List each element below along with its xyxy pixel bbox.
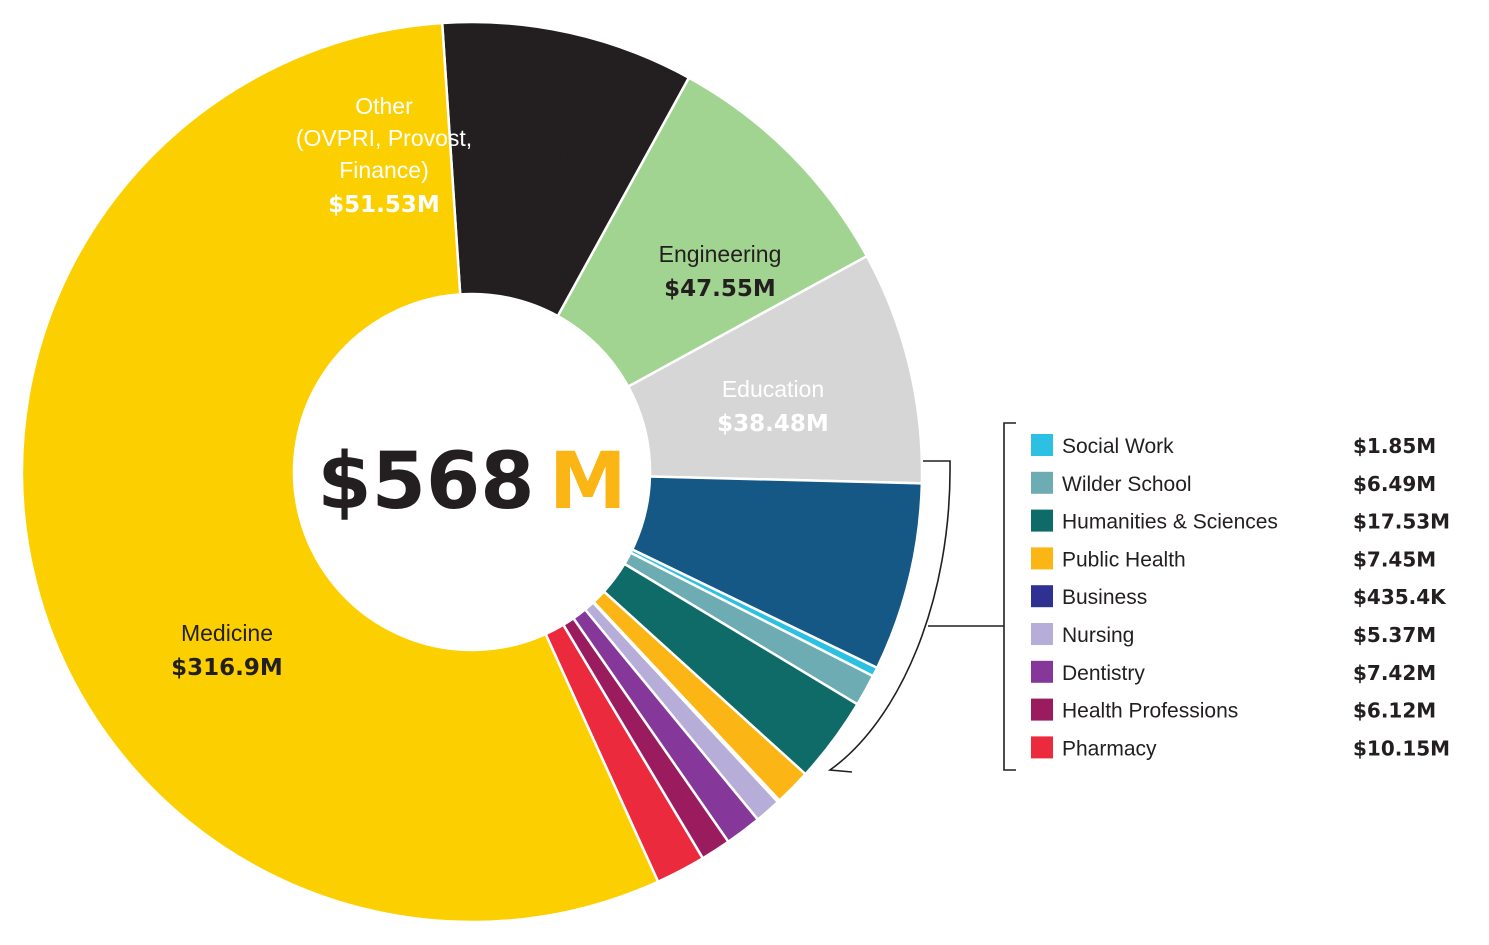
slice-other-ovpri-provost-finance <box>440 20 691 318</box>
legend-entry-public-health: Public Health $7.45M <box>1031 547 1436 571</box>
legend-label: Public Health <box>1062 548 1186 571</box>
slice-label-name-line: Arts <box>543 141 584 167</box>
legend-swatch <box>1031 434 1053 456</box>
legend-label: Dentistry <box>1062 662 1145 685</box>
slice-label-name-line: Other <box>355 93 413 119</box>
legend-entry-nursing: Nursing $5.37M <box>1031 623 1436 647</box>
slice-medicine <box>20 21 660 924</box>
legend-entry-health-professions: Health Professions $6.12M <box>1031 698 1436 723</box>
slice-label-name-line: Medicine <box>181 620 273 646</box>
legend-swatch <box>1031 547 1053 570</box>
legend-label: Health Professions <box>1062 700 1238 723</box>
slice-label-value: $51.36M <box>507 176 619 202</box>
center-total: $568 M <box>317 437 626 527</box>
legend-value: $435.4K <box>1353 585 1447 609</box>
outer-bracket-arc <box>827 460 951 773</box>
slice-label-name-line: Finance) <box>339 157 428 183</box>
center-total-amount: $568 <box>317 437 534 527</box>
slice-arts <box>556 76 869 389</box>
slice-label-other-ovpri-provost-finance: Other (OVPRI, Provost, Finance) $51.53M <box>296 93 472 218</box>
legend-label: Wilder School <box>1062 473 1192 496</box>
legend-bracket <box>1003 422 1016 771</box>
legend-value: $17.53M <box>1353 510 1450 534</box>
legend-label: Nursing <box>1062 624 1134 647</box>
legend-value: $6.12M <box>1353 699 1436 723</box>
legend-swatch <box>1031 660 1053 683</box>
slice-label-education: Education $38.48M <box>717 376 829 437</box>
slice-label-arts: Arts $51.36M <box>507 141 619 202</box>
legend-swatch <box>1031 585 1053 608</box>
legend-swatch <box>1031 471 1053 494</box>
slice-label-name-line: (OVPRI, Provost, <box>296 125 472 151</box>
legend-label: Humanities & Sciences <box>1062 511 1278 534</box>
legend-swatch <box>1031 698 1053 721</box>
legend-entry-business: Business $435.4K <box>1031 585 1447 609</box>
legend-swatch <box>1031 509 1053 532</box>
slice-label-name-line: Education <box>722 376 824 402</box>
slice-label-medicine: Medicine $316.9M <box>171 620 283 681</box>
legend-entry-pharmacy: Pharmacy $10.15M <box>1031 736 1450 760</box>
slice-engineering <box>626 254 924 485</box>
legend-swatch <box>1031 736 1053 759</box>
legend-label: Social Work <box>1062 435 1174 458</box>
legend-entry-humanities-sciences: Humanities & Sciences $17.53M <box>1031 510 1450 534</box>
slice-label-value: $38.48M <box>717 411 829 437</box>
legend-value: $7.45M <box>1353 547 1436 571</box>
legend-entry-wilder-school: Wilder School $6.49M <box>1031 471 1436 496</box>
center-total-label: $568 M <box>317 437 626 527</box>
center-total-unit: M <box>549 437 627 527</box>
slice-label-value: $51.53M <box>328 192 440 218</box>
slice-label-value: $47.55M <box>664 276 776 302</box>
legend-entry-social-work: Social Work $1.85M <box>1031 434 1436 458</box>
legend-value: $7.42M <box>1353 661 1436 685</box>
small-slices-bracket <box>827 422 1016 773</box>
legend-value: $6.49M <box>1353 472 1436 496</box>
donut-slices <box>20 20 924 924</box>
slice-label-engineering: Engineering $47.55M <box>659 241 782 302</box>
legend-entry-dentistry: Dentistry $7.42M <box>1031 660 1436 685</box>
slice-labels: Other (OVPRI, Provost, Finance) $51.53M Arts… <box>171 93 829 681</box>
legend: Social Work $1.85M Wilder School $6.49M Huma… <box>1031 434 1450 760</box>
legend-value: $1.85M <box>1353 434 1436 458</box>
slice-label-value: $316.9M <box>171 655 283 681</box>
legend-value: $10.15M <box>1353 736 1450 760</box>
legend-label: Business <box>1062 586 1147 609</box>
slice-label-name-line: Engineering <box>659 241 782 267</box>
legend-value: $5.37M <box>1353 623 1436 647</box>
legend-swatch <box>1031 623 1053 645</box>
legend-label: Pharmacy <box>1062 737 1157 760</box>
